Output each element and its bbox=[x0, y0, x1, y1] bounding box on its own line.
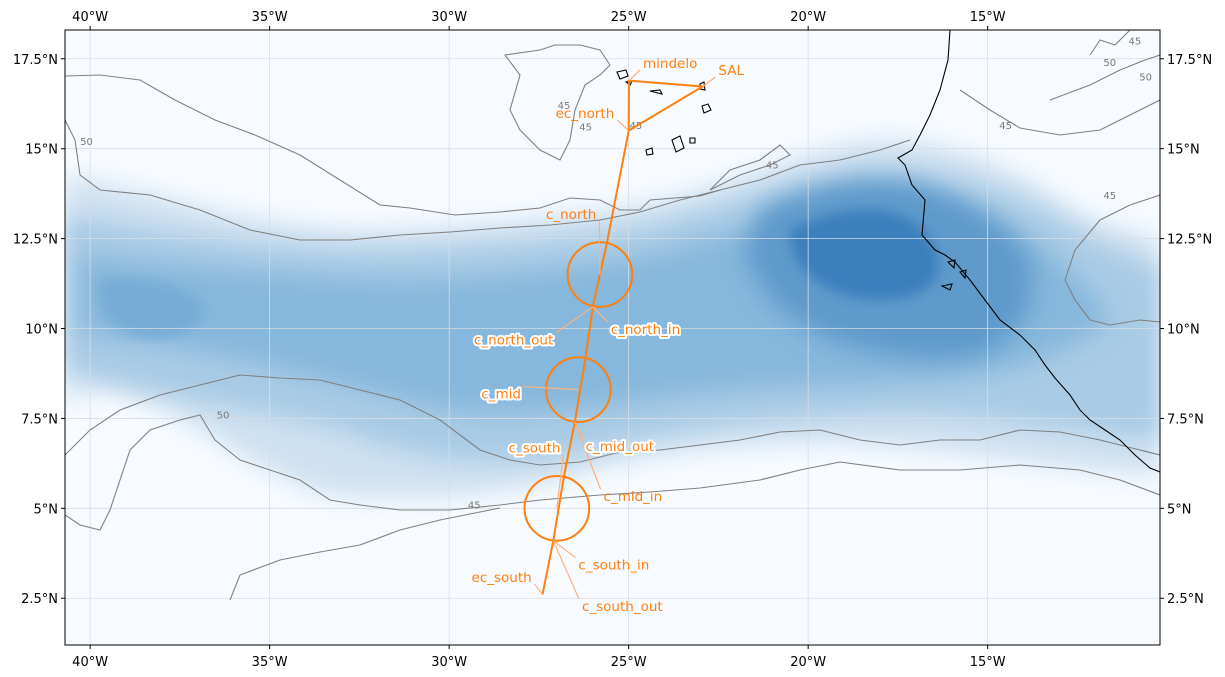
y-tick-label-left: 7.5°N bbox=[21, 412, 58, 427]
contour-label: 45 bbox=[579, 123, 592, 134]
x-tick-label-bottom: 15°W bbox=[970, 655, 1006, 670]
map-frame bbox=[64, 29, 1161, 646]
waypoint-label-ec-north: ec_north bbox=[556, 106, 615, 122]
y-tick-label-right: 15°N bbox=[1167, 143, 1200, 158]
waypoint-label-c-north-out: c_north_out bbox=[474, 333, 553, 349]
leader-c-mid bbox=[523, 386, 579, 391]
contour-label: 45 bbox=[468, 500, 481, 511]
moisture-field bbox=[65, 139, 1160, 498]
x-tick-label-top: 20°W bbox=[790, 10, 826, 25]
contour-label: 50 bbox=[217, 410, 230, 421]
contour-label: 50 bbox=[80, 137, 93, 148]
leader-c-north-out bbox=[555, 306, 594, 334]
contour-label: 45 bbox=[1103, 191, 1116, 202]
leader-mindelo bbox=[628, 69, 641, 82]
leader-c-south-in bbox=[552, 540, 576, 558]
y-tick-label-right: 7.5°N bbox=[1167, 412, 1204, 427]
y-tick-label-left: 5°N bbox=[34, 502, 59, 517]
y-tick-label-right: 5°N bbox=[1167, 502, 1192, 517]
label-leaders bbox=[523, 69, 716, 600]
x-tick-label-top: 35°W bbox=[252, 10, 288, 25]
y-tick-label-left: 12.5°N bbox=[13, 233, 58, 248]
x-tick-label-top: 40°W bbox=[72, 10, 108, 25]
contour-label: 45 bbox=[1129, 36, 1142, 47]
circle-c-mid bbox=[545, 356, 612, 424]
x-tick-label-bottom: 35°W bbox=[252, 655, 288, 670]
contour-ne-45 bbox=[959, 89, 1160, 136]
leader-c-south bbox=[556, 454, 565, 509]
contour-label: 50 bbox=[1103, 58, 1116, 69]
cape-verde-sao-nicolau bbox=[649, 89, 664, 95]
contour-island-45 bbox=[709, 144, 791, 191]
leader-c-south-out bbox=[552, 540, 580, 600]
leader-ec-north bbox=[616, 119, 630, 132]
x-tick-label-bottom: 20°W bbox=[790, 655, 826, 670]
waypoint-label-c-south: c_south bbox=[509, 441, 561, 457]
contour-bay bbox=[504, 44, 611, 161]
leader-c-mid-in bbox=[574, 421, 602, 490]
waypoint-label-c-mid-out: c_mid_out bbox=[586, 439, 655, 455]
axis-ticks: 40°W 40°W 35°W 35°W 30°W 30°W 25°W 25°W 20°W 20°W… bbox=[13, 10, 1212, 670]
waypoint-label-mindelo: mindelo bbox=[643, 56, 697, 72]
waypoint-label-c-north-in: c_north_in bbox=[611, 322, 680, 338]
bissagos-islands bbox=[940, 259, 967, 291]
x-tick-label-bottom: 40°W bbox=[72, 655, 108, 670]
y-tick-label-right: 12.5°N bbox=[1167, 233, 1212, 248]
x-tick-label-top: 25°W bbox=[611, 10, 647, 25]
leader-c-north bbox=[598, 220, 601, 275]
contour-south-45b bbox=[229, 507, 501, 601]
contour-ne-45b bbox=[1049, 54, 1160, 101]
cape-verde-santo-antao bbox=[616, 69, 629, 80]
y-tick-label-right: 10°N bbox=[1167, 323, 1200, 338]
y-tick-label-right: 17.5°N bbox=[1167, 53, 1212, 68]
x-tick-label-top: 30°W bbox=[431, 10, 467, 25]
circle-c-south bbox=[523, 474, 591, 542]
y-tick-label-left: 15°N bbox=[25, 143, 58, 158]
x-tick-label-bottom: 25°W bbox=[611, 655, 647, 670]
contour-label: 45 bbox=[766, 160, 779, 171]
waypoint-label-c-south-in: c_south_in bbox=[578, 557, 649, 573]
contour-label: 45 bbox=[999, 121, 1012, 132]
contour-north-45 bbox=[65, 119, 911, 241]
waypoint-label-c-south-out: c_south_out bbox=[582, 599, 663, 615]
contour-east-45 bbox=[1064, 194, 1160, 326]
contour-ne-50 bbox=[1089, 30, 1131, 56]
contour-lines bbox=[65, 30, 1160, 601]
contour-north-50 bbox=[65, 74, 721, 216]
waypoint-label-SAL: SAL bbox=[718, 63, 744, 79]
leader-c-north-in bbox=[592, 306, 609, 323]
africa-coast bbox=[897, 30, 1160, 473]
contour-south-50 bbox=[65, 414, 1160, 531]
contour-south-45 bbox=[65, 374, 1160, 466]
waypoint-label-ec-south: ec_south bbox=[472, 570, 532, 586]
contour-label: 45 bbox=[558, 101, 571, 112]
waypoint-label-c-north: c_north bbox=[546, 207, 596, 223]
x-tick-label-top: 15°W bbox=[970, 10, 1006, 25]
gridlines bbox=[65, 30, 1160, 645]
cape-verde-boa-vista bbox=[701, 103, 712, 114]
leader-SAL bbox=[702, 76, 716, 87]
cape-verde-maio bbox=[689, 137, 696, 144]
y-tick-label-left: 10°N bbox=[25, 323, 58, 338]
waypoint-label-c-mid-in: c_mid_in bbox=[604, 489, 663, 505]
contour-label: 50 bbox=[1139, 72, 1152, 83]
waypoint-label-c-mid: c_mid bbox=[481, 387, 521, 403]
y-tick-label-left: 2.5°N bbox=[21, 592, 58, 607]
leader-ec-south bbox=[534, 583, 543, 596]
cape-verde-santiago bbox=[671, 135, 685, 153]
y-tick-label-right: 2.5°N bbox=[1167, 592, 1204, 607]
cape-verde-fogo bbox=[645, 147, 654, 156]
waypoint-labels: mindelo SAL ec_north c_north c_north_out c_no… bbox=[472, 56, 745, 615]
y-tick-label-left: 17.5°N bbox=[13, 53, 58, 68]
x-tick-label-bottom: 30°W bbox=[431, 655, 467, 670]
